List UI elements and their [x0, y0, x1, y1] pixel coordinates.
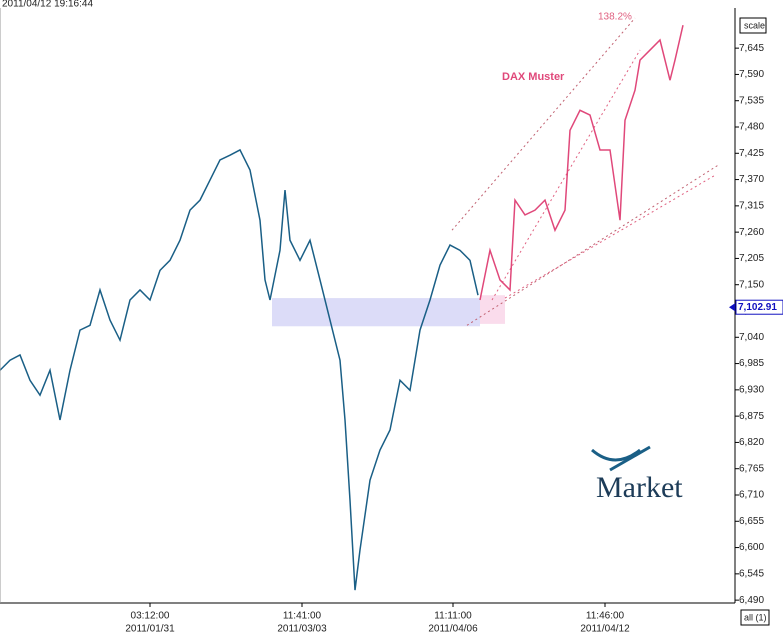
last-price-box: [735, 299, 783, 315]
y-tick-label: 6,655: [739, 516, 764, 527]
timestamp: 2011/04/12 19:16:44: [2, 0, 93, 10]
x-tick-date: 2011/01/31: [125, 624, 175, 635]
y-tick-label: 6,985: [739, 358, 764, 369]
all-button-label[interactable]: all (1): [744, 612, 767, 622]
y-tick-label: 6,600: [739, 542, 764, 553]
x-tick-label: 03:12:00: [131, 611, 170, 622]
last-price-marker: [729, 303, 735, 312]
trendline: [491, 49, 641, 301]
y-tick-label: 6,765: [739, 463, 764, 474]
x-tick-label: 11:46:00: [586, 611, 625, 622]
scale-button-label[interactable]: scale: [744, 20, 765, 30]
price-line: [0, 148, 479, 591]
y-tick-label: 7,150: [739, 279, 764, 290]
watermark: Market: [596, 471, 683, 504]
zone: [272, 298, 480, 327]
y-tick-label: 6,710: [739, 490, 764, 501]
y-tick-label: 7,535: [739, 95, 764, 106]
scale-button-box[interactable]: [739, 17, 767, 34]
annotation: DAX Muster: [502, 71, 565, 83]
y-tick-label: 7,260: [739, 227, 764, 238]
trendline: [504, 174, 716, 299]
y-tick-label: 7,370: [739, 174, 764, 185]
y-tick-label: 7,315: [739, 200, 764, 211]
y-tick-label: 6,490: [739, 595, 764, 606]
logo-arrow-line: [609, 445, 651, 472]
y-tick-label: 7,425: [739, 148, 764, 159]
y-tick-label: 6,875: [739, 411, 764, 422]
x-tick-label: 11:41:00: [283, 611, 322, 622]
plot-layer: [0, 17, 719, 591]
y-tick-label: 6,820: [739, 437, 764, 448]
logo-arrow: [591, 448, 641, 462]
y-tick-label: 7,040: [739, 332, 764, 343]
x-tick-label: 11:11:00: [434, 611, 472, 622]
scale-button[interactable]: scale: [739, 17, 767, 34]
y-tick-label: 7,480: [739, 122, 764, 133]
y-tick-label: 7,590: [739, 69, 764, 80]
all-button[interactable]: all (1): [740, 609, 770, 626]
price-line: [479, 25, 684, 301]
x-tick-date: 2011/04/06: [428, 624, 478, 635]
y-tick-label: 6,545: [739, 568, 764, 579]
last-price-label: 7,102.91: [738, 302, 777, 313]
y-tick-label: 6,930: [739, 384, 764, 395]
y-tick-label: 7,205: [739, 253, 764, 264]
logo: Market: [591, 445, 683, 504]
x-tick-date: 2011/03/03: [277, 624, 327, 635]
y-tick-label: 7,645: [739, 43, 764, 54]
all-button-box[interactable]: [740, 609, 770, 626]
fib-label: 138.2%: [598, 12, 632, 23]
trendline: [451, 17, 636, 231]
x-tick-date: 2011/04/12: [580, 624, 630, 635]
